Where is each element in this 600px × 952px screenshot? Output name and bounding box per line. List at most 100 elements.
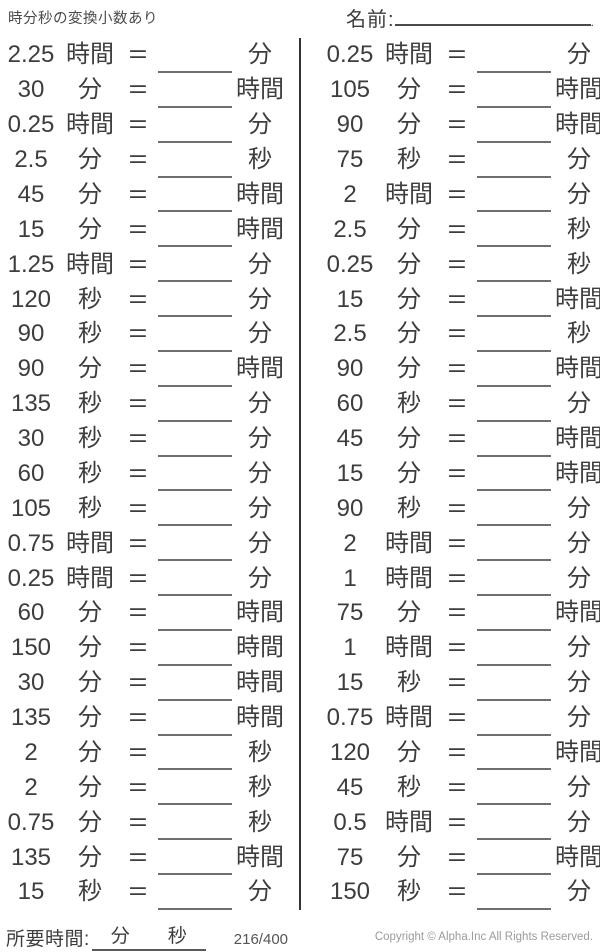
- problem-row: 15 秒 = 分: [2, 875, 299, 910]
- problem-row: 120 分 = 時間: [321, 736, 600, 771]
- problem-value: 135: [10, 843, 52, 871]
- problem-from-unit: 秒: [397, 878, 421, 906]
- equals-sign: =: [447, 146, 467, 174]
- equals-sign: =: [447, 738, 467, 766]
- problem-from-unit: 秒: [78, 425, 102, 453]
- problem-value: 0.25: [326, 250, 374, 278]
- problem-from-unit: 秒: [78, 285, 102, 313]
- equals-sign: =: [447, 878, 467, 906]
- answer-blank: [477, 840, 551, 875]
- problem-from-unit: 分: [397, 738, 421, 766]
- problem-to-unit: 時間: [236, 180, 284, 208]
- equals-sign: =: [128, 738, 148, 766]
- problem-to-unit: 時間: [555, 738, 600, 766]
- problem-value: 150: [10, 634, 52, 662]
- problem-from-unit: 秒: [397, 390, 421, 418]
- problem-row: 0.75 分 = 秒: [2, 805, 299, 841]
- problem-to-unit: 分: [567, 704, 591, 732]
- equals-sign: =: [447, 808, 467, 836]
- answer-blank: [477, 596, 551, 631]
- problem-value: 60: [336, 390, 364, 418]
- equals-sign: =: [447, 285, 467, 313]
- problem-from-unit: 分: [397, 320, 421, 348]
- equals-sign: =: [128, 285, 148, 313]
- worksheet-title: 時分秒の変換小数あり: [8, 11, 158, 27]
- problem-value: 0.25: [7, 564, 55, 592]
- problem-to-unit: 分: [248, 878, 272, 906]
- problem-row: 15 分 = 時間: [321, 282, 600, 317]
- problem-to-unit: 時間: [236, 215, 284, 243]
- problem-row: 2.5 分 = 秒: [321, 212, 600, 248]
- problem-value: 1: [343, 634, 357, 662]
- problem-to-unit: 分: [567, 564, 591, 592]
- problem-row: 75 秒 = 分: [321, 143, 600, 178]
- problem-to-unit: 分: [248, 564, 272, 592]
- answer-blank: [477, 317, 551, 352]
- problem-value: 60: [17, 599, 45, 627]
- name-field: 名前:.: [346, 3, 594, 32]
- equals-sign: =: [128, 180, 148, 208]
- problem-to-unit: 分: [248, 390, 272, 418]
- answer-blank: [477, 282, 551, 317]
- problem-to-unit: 分: [248, 285, 272, 313]
- problem-from-unit: 時間: [385, 808, 433, 836]
- answer-blank: [158, 631, 232, 666]
- problem-to-unit: 時間: [236, 355, 284, 383]
- equals-sign: =: [447, 250, 467, 278]
- equals-sign: =: [447, 459, 467, 487]
- equals-sign: =: [128, 564, 148, 592]
- equals-sign: =: [447, 320, 467, 348]
- problem-from-unit: 秒: [397, 773, 421, 801]
- problem-from-unit: 分: [397, 285, 421, 313]
- equals-sign: =: [447, 704, 467, 732]
- problem-row: 45 分 = 時間: [2, 178, 299, 213]
- problem-to-unit: 秒: [248, 808, 272, 836]
- problem-value: 2.5: [333, 215, 367, 243]
- problem-value: 90: [336, 111, 364, 139]
- problem-to-unit: 時間: [555, 459, 600, 487]
- equals-sign: =: [128, 808, 148, 836]
- problem-row: 0.25 時間 = 分: [2, 108, 299, 143]
- problem-value: 75: [336, 843, 364, 871]
- equals-sign: =: [128, 355, 148, 383]
- problem-value: 105: [10, 494, 52, 522]
- answer-blank: [158, 596, 232, 631]
- answer-blank: [158, 38, 232, 73]
- problem-to-unit: 分: [567, 529, 591, 557]
- problem-value: 90: [17, 355, 45, 383]
- answer-blank: [158, 178, 232, 213]
- problem-row: 60 秒 = 分: [2, 457, 299, 492]
- copyright-notice: Copyright © Alpha.Inc All Rights Reserve…: [374, 931, 593, 943]
- problem-value: 30: [17, 425, 45, 453]
- answer-blank: [477, 38, 551, 73]
- problem-to-unit: 秒: [248, 738, 272, 766]
- problem-from-unit: 時間: [66, 41, 114, 69]
- problem-to-unit: 分: [567, 808, 591, 836]
- equals-sign: =: [447, 773, 467, 801]
- problem-row: 75 分 = 時間: [321, 840, 600, 875]
- problem-row: 105 秒 = 分: [2, 491, 299, 527]
- problem-from-unit: 分: [78, 669, 102, 697]
- name-line-end-dot: .: [590, 15, 594, 29]
- problem-value: 135: [10, 390, 52, 418]
- problem-to-unit: 分: [567, 878, 591, 906]
- equals-sign: =: [447, 76, 467, 104]
- problem-row: 0.25 分 = 秒: [321, 247, 600, 283]
- problem-from-unit: 秒: [78, 320, 102, 348]
- problem-to-unit: 分: [248, 320, 272, 348]
- problem-row: 90 分 = 時間: [321, 352, 600, 387]
- equals-sign: =: [128, 494, 148, 522]
- equals-sign: =: [128, 146, 148, 174]
- answer-blank: [158, 736, 232, 771]
- equals-sign: =: [128, 250, 148, 278]
- problem-to-unit: 分: [567, 494, 591, 522]
- problem-to-unit: 分: [248, 494, 272, 522]
- answer-blank: [158, 282, 232, 317]
- equals-sign: =: [447, 215, 467, 243]
- name-blank-line: [394, 6, 591, 26]
- problem-row: 0.5 時間 = 分: [321, 805, 600, 841]
- problem-value: 0.75: [7, 808, 55, 836]
- problem-from-unit: 分: [78, 738, 102, 766]
- answer-blank: [477, 770, 551, 806]
- problem-row: 90 秒 = 分: [2, 317, 299, 352]
